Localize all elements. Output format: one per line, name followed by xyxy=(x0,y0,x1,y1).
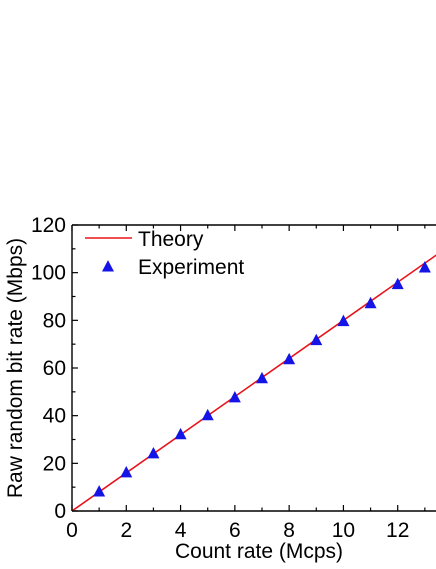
legend-experiment-label: Experiment xyxy=(138,256,244,279)
y-tick-label: 0 xyxy=(54,500,66,523)
experiment-point xyxy=(147,446,160,459)
y-tick-label: 100 xyxy=(31,262,66,285)
legend-experiment-swatch xyxy=(102,260,114,272)
x-tick-label: 10 xyxy=(332,519,355,542)
experiment-point xyxy=(228,390,241,403)
experiment-point xyxy=(337,314,350,327)
y-tick-label: 120 xyxy=(31,214,66,237)
experiment-point xyxy=(174,427,187,440)
experiment-point xyxy=(93,485,106,497)
x-tick-label: 8 xyxy=(283,519,295,542)
y-tick-label: 20 xyxy=(43,452,66,475)
experiment-point xyxy=(120,466,133,478)
legend-theory-label: Theory xyxy=(138,228,204,251)
legend: Theory Experiment xyxy=(85,228,244,279)
y-axis-label: Raw random bit rate (Mbps) xyxy=(4,238,27,498)
x-tick-label: 4 xyxy=(175,519,187,542)
x-tick-label: 6 xyxy=(229,519,241,542)
x-tick-label: 12 xyxy=(386,519,409,542)
y-tick-label: 40 xyxy=(43,405,66,428)
y-tick-label: 80 xyxy=(43,309,66,332)
experiment-point xyxy=(283,352,296,365)
experiment-point xyxy=(201,408,214,421)
experiment-point xyxy=(391,277,404,290)
y-tick-label: 60 xyxy=(43,357,66,380)
tick-labels: 02468101214020406080100120 xyxy=(31,214,426,542)
x-tick-label: 0 xyxy=(66,519,78,542)
experiment-point xyxy=(364,296,377,309)
experiment-point xyxy=(310,333,323,346)
x-tick-label: 2 xyxy=(120,519,132,542)
experiment-point xyxy=(256,371,268,384)
x-axis-label: Count rate (Mcps) xyxy=(175,540,343,563)
series-layer xyxy=(72,254,436,512)
experiment-point xyxy=(418,261,431,273)
